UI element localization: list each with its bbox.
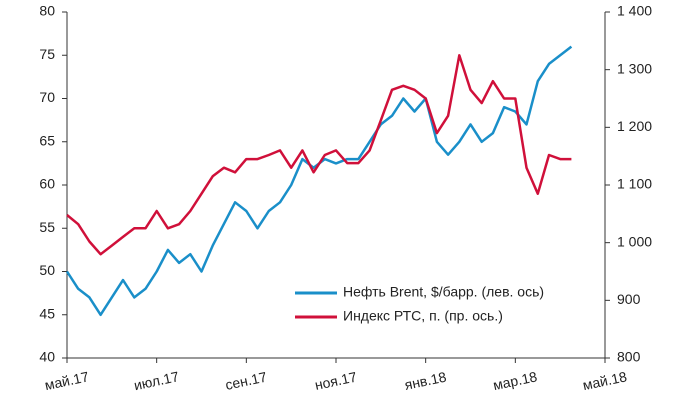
y2-tick-label: 1 200 (617, 118, 652, 134)
x-tick-label: сен.17 (224, 368, 269, 392)
x-tick-label: мар.18 (492, 368, 539, 393)
x-tick-label: янв.18 (403, 368, 448, 392)
y-tick-label: 50 (39, 262, 55, 278)
x-tick-label: ноя.17 (313, 368, 358, 393)
y2-tick-label: 1 000 (617, 233, 652, 249)
y2-tick-label: 800 (617, 349, 641, 365)
y2-tick-label: 900 (617, 291, 641, 307)
y2-tick-label: 1 100 (617, 176, 652, 192)
x-tick-label: май.18 (581, 368, 628, 393)
y-tick-label: 70 (39, 89, 55, 105)
y-tick-label: 40 (39, 349, 55, 365)
legend-label: Нефть Brent, $/барр. (лев. ось) (343, 284, 544, 300)
x-tick-label: май.17 (43, 368, 90, 393)
y-tick-label: 75 (39, 46, 55, 62)
y-tick-label: 55 (39, 219, 55, 235)
y-tick-label: 80 (39, 3, 55, 19)
data-line (66, 54, 572, 256)
x-tick-label: июл.17 (132, 368, 180, 393)
y2-tick-label: 1 400 (617, 3, 652, 19)
y-tick-label: 65 (39, 132, 55, 148)
y2-tick-label: 1 300 (617, 60, 652, 76)
y-tick-label: 45 (39, 305, 55, 321)
legend-label: Индекс РТС, п. (пр. ось.) (343, 308, 503, 324)
y-tick-label: 60 (39, 176, 55, 192)
